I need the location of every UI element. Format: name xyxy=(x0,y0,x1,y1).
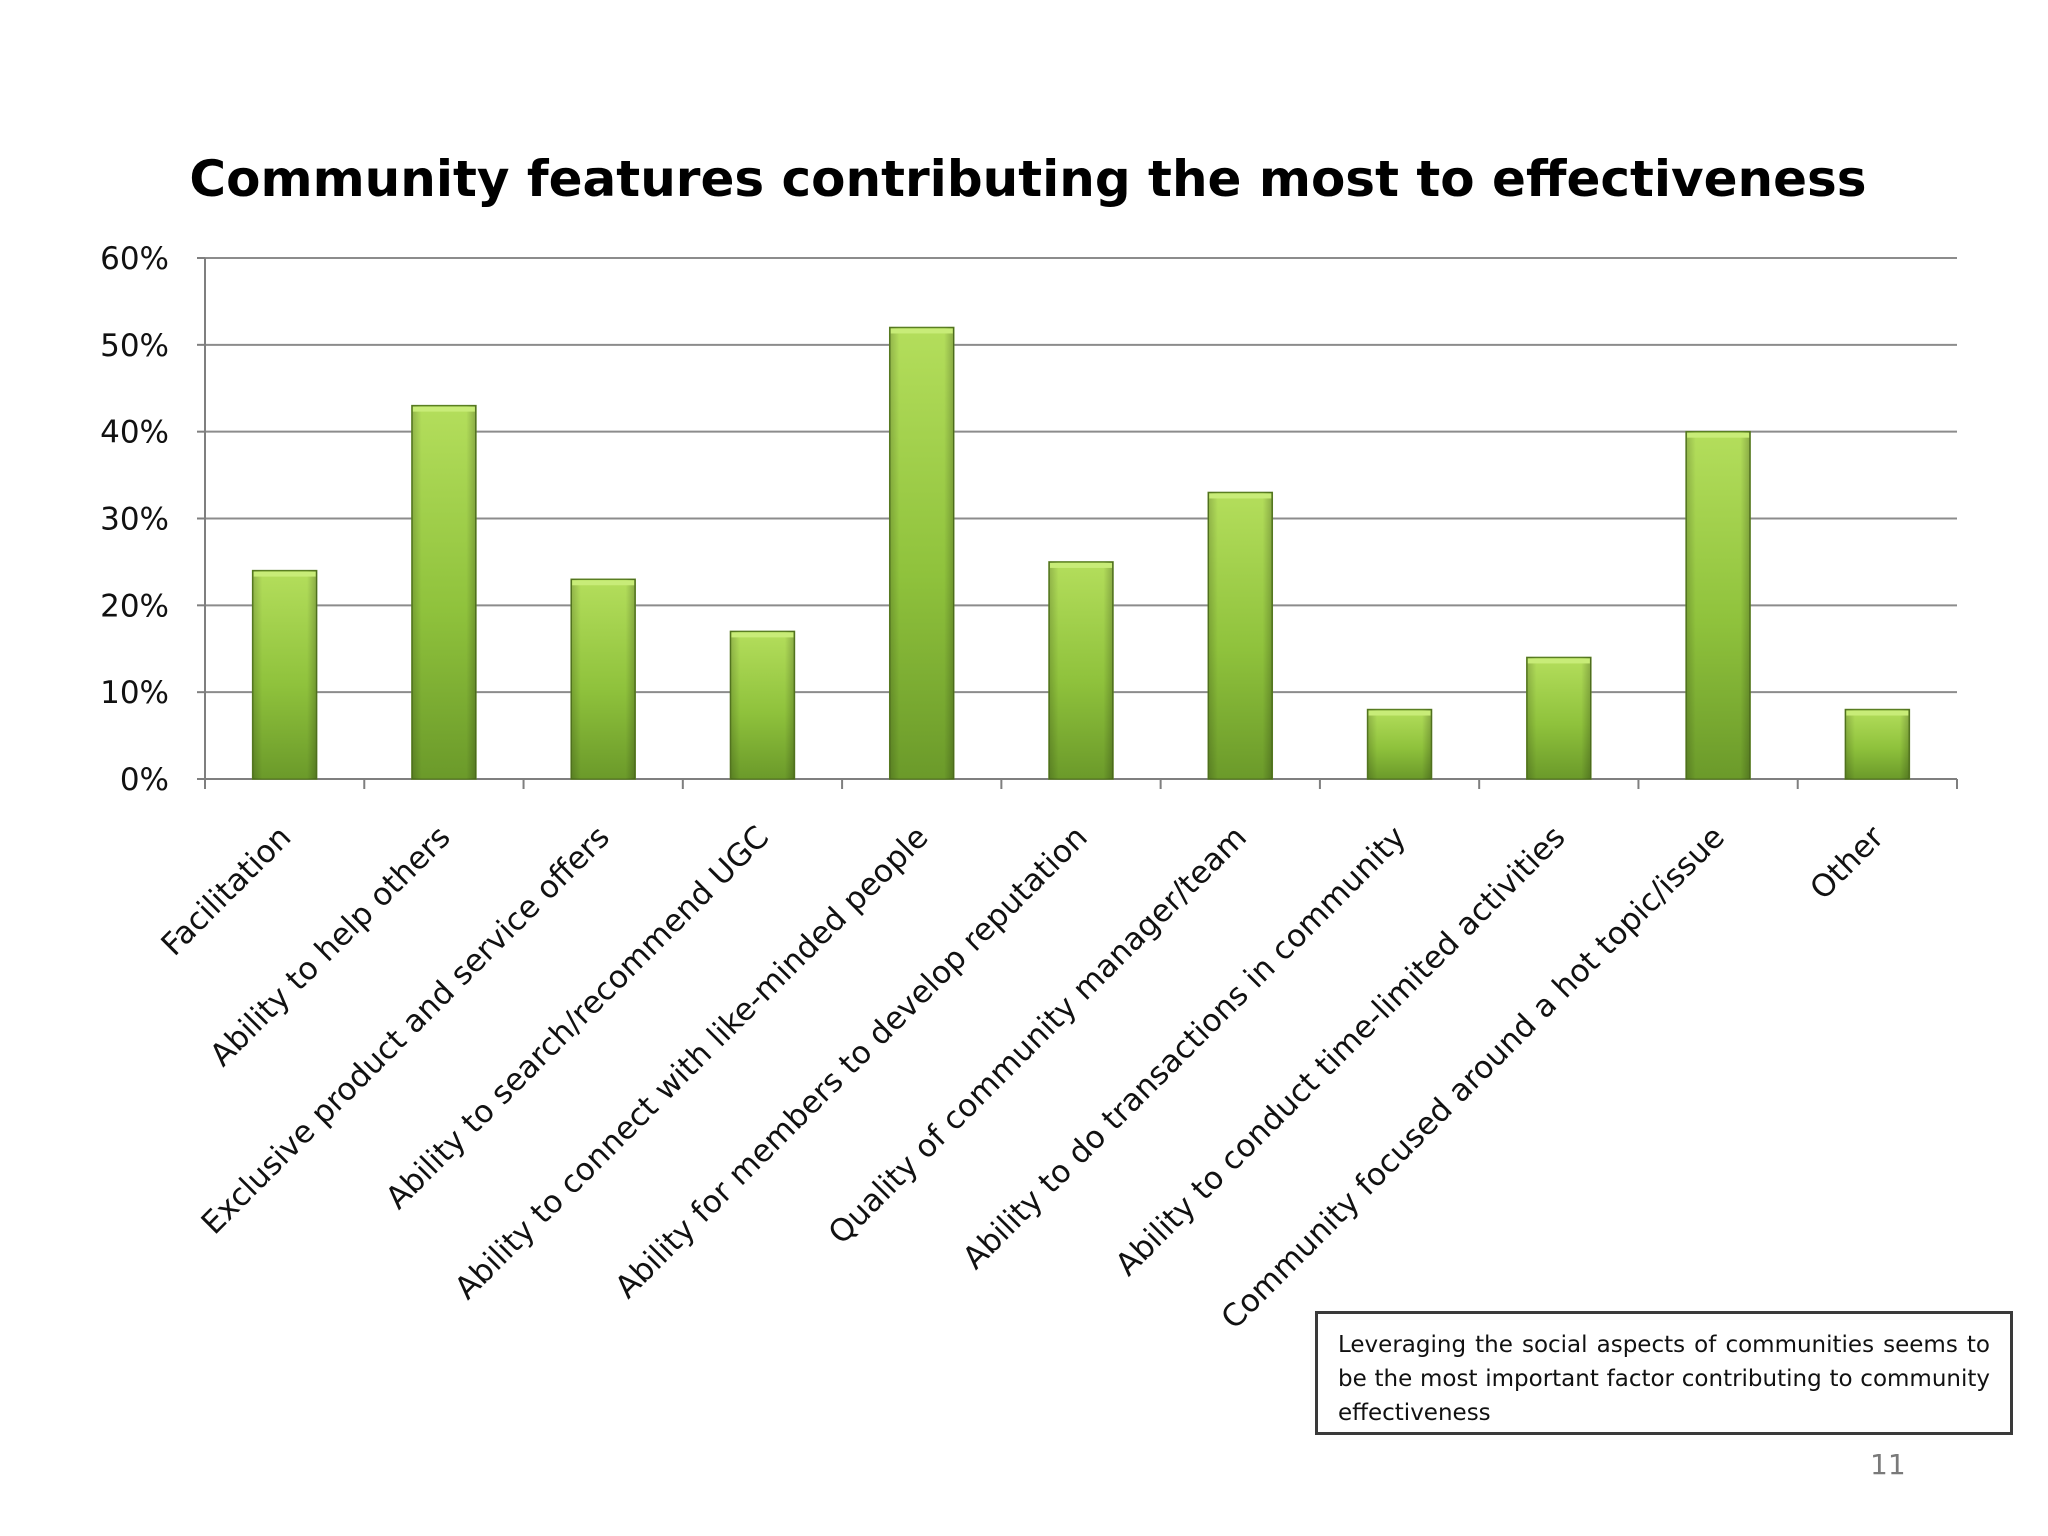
bar-top-highlight xyxy=(572,580,635,586)
bar xyxy=(411,404,477,780)
bar-shade xyxy=(1526,657,1591,779)
bar-top-highlight xyxy=(1209,493,1272,499)
bar-shade xyxy=(571,579,636,779)
x-category-label: Other xyxy=(1803,819,1891,907)
bar-shade xyxy=(730,631,795,779)
bar-shade xyxy=(1049,561,1113,779)
bar xyxy=(888,326,955,780)
bar-shade xyxy=(1686,431,1751,779)
bar-shade xyxy=(1367,709,1432,779)
bar-shade xyxy=(1845,709,1910,779)
bar xyxy=(570,578,636,780)
bar-top-highlight xyxy=(412,406,475,412)
bar xyxy=(1207,491,1274,780)
bar-top-highlight xyxy=(1527,658,1590,664)
bars xyxy=(251,326,1911,780)
axes: 0% 10% 20% 30% 40% 50% 60% xyxy=(100,241,1958,798)
y-tick-label: 30% xyxy=(100,502,169,538)
bar-top-highlight xyxy=(890,328,953,334)
bar-top-highlight xyxy=(1368,710,1431,716)
y-tick-label: 0% xyxy=(120,762,169,798)
bar-top-highlight xyxy=(253,571,316,577)
bar-top-highlight xyxy=(1687,432,1750,438)
bar-top-highlight xyxy=(1050,562,1112,568)
bar-shade xyxy=(1208,492,1273,779)
y-tick-label: 40% xyxy=(100,415,169,451)
bar xyxy=(1685,430,1751,780)
y-tick-label: 20% xyxy=(100,588,169,624)
bar xyxy=(729,630,796,780)
bar xyxy=(1366,708,1433,780)
note-box: Leveraging the social aspects of communi… xyxy=(1315,1311,2013,1435)
page-number: 11 xyxy=(1870,1448,1906,1481)
x-category-label: Facilitation xyxy=(154,819,298,963)
bar-shade xyxy=(411,405,476,779)
y-tick-label: 50% xyxy=(100,328,169,364)
bar-shade xyxy=(252,570,317,779)
bar xyxy=(251,569,318,780)
bar xyxy=(1844,708,1911,780)
y-tick-label: 10% xyxy=(100,675,169,711)
y-tick-label: 60% xyxy=(100,241,169,277)
gridlines xyxy=(205,257,1957,694)
bar-top-highlight xyxy=(731,632,794,638)
chart-title: Community features contributing the most… xyxy=(189,150,1866,208)
bar xyxy=(1048,561,1114,780)
bar-top-highlight xyxy=(1846,710,1909,716)
bar xyxy=(1526,656,1592,780)
bar-shade xyxy=(889,327,954,779)
